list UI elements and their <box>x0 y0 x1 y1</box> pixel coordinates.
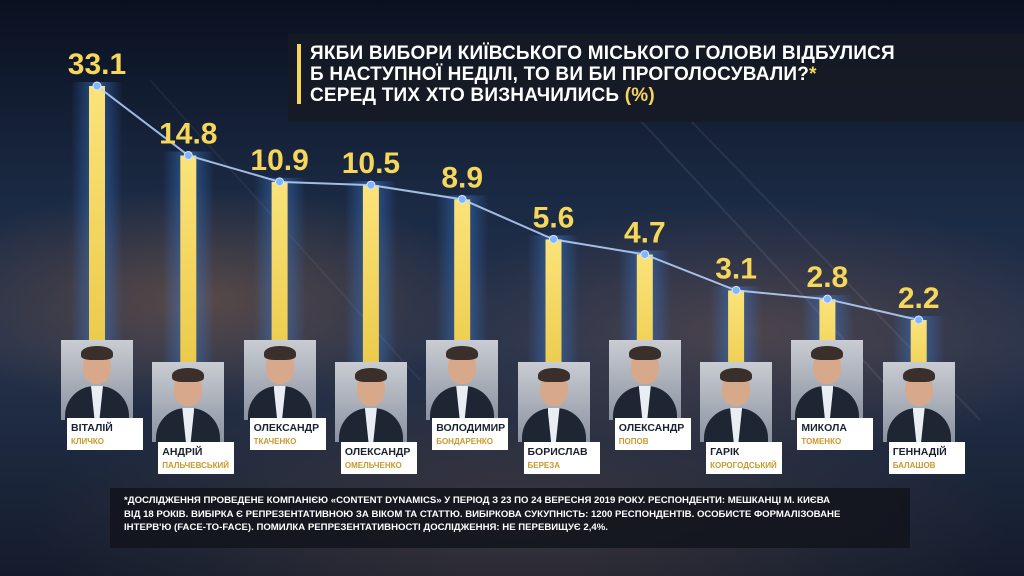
candidate-first-name: ОЛЕКСАНДР <box>253 422 320 434</box>
data-label: 2.2 <box>898 282 940 315</box>
data-point <box>183 150 193 160</box>
bar <box>180 155 197 410</box>
data-point <box>914 315 924 325</box>
data-point <box>457 194 467 204</box>
candidate-photo <box>426 340 499 420</box>
data-point <box>366 180 376 190</box>
footnote-line-3: ІНТЕРВ'Ю (FACE-TO-FACE). ПОМИЛКА РЕПРЕЗЕ… <box>124 522 608 533</box>
candidate-photo <box>700 362 773 442</box>
data-label: 5.6 <box>533 201 575 234</box>
data-label: 14.8 <box>159 117 217 150</box>
footnote-panel <box>110 488 910 548</box>
candidate-name-plate: ВОЛОДИМИР БОНДАРЕНКО <box>432 418 509 450</box>
candidate-name-plate: ГАРІК КОРОГОДСЬКИЙ <box>706 442 783 474</box>
candidate-photo <box>882 362 955 442</box>
candidate-first-name: ОЛЕКСАНДР <box>344 446 411 458</box>
title-line-3: СЕРЕД ТИХ ХТО ВИЗНАЧИЛИСЬ <box>310 85 620 106</box>
data-label: 2.8 <box>807 261 849 294</box>
data-label: 4.7 <box>624 216 666 249</box>
candidate-first-name: ВОЛОДИМИР <box>436 422 506 434</box>
title-accent-bar <box>297 44 301 104</box>
title-asterisk: * <box>809 64 817 85</box>
data-point <box>549 234 558 244</box>
candidate-name-plate: ОЛЕКСАНДР ТКАЧЕНКО <box>249 418 326 450</box>
data-label: 3.1 <box>715 252 757 285</box>
bar <box>362 185 379 410</box>
candidate-last-name: ПОПОВ <box>618 437 649 446</box>
candidate-photo <box>152 362 225 442</box>
trend-line <box>96 85 919 321</box>
data-point <box>822 294 832 304</box>
data-point <box>640 249 650 259</box>
data-label: 33.1 <box>68 48 126 81</box>
candidate-name-plate: ОЛЕКСАНДР ОМЕЛЬЧЕНКО <box>340 442 417 474</box>
candidate-name-plate: АНДРІЙ ПАЛЬЧЕВСЬКИЙ <box>158 442 235 474</box>
candidate-name-plate: БОРИСЛАВ БЕРЕЗА <box>523 442 600 474</box>
data-label: 8.9 <box>441 161 483 194</box>
candidate-first-name: ГАРІК <box>710 446 740 458</box>
candidate-last-name: КОРОГОДСЬКИЙ <box>710 461 777 470</box>
candidate-first-name: ОЛЕКСАНДР <box>618 422 685 434</box>
candidate-name-plate: МИКОЛА ТОМЕНКО <box>797 418 874 450</box>
candidate-first-name: ВІТАЛІЙ <box>71 422 113 434</box>
candidate-name-plate: ГЕННАДІЙ БАЛАШОВ <box>888 442 965 474</box>
data-point <box>731 285 741 295</box>
candidate-name-plate: ОЛЕКСАНДР ПОПОВ <box>614 418 691 450</box>
candidate-last-name: ТОМЕНКО <box>801 437 842 446</box>
bar <box>89 86 105 410</box>
candidate-last-name: КЛИЧКО <box>71 437 104 446</box>
data-label: 10.5 <box>342 147 400 180</box>
candidate-last-name: ОМЕЛЬЧЕНКО <box>344 461 402 470</box>
candidate-first-name: МИКОЛА <box>801 422 847 434</box>
title-unit: (%) <box>624 85 655 106</box>
candidate-photo <box>608 340 681 420</box>
footnote: *ДОСЛІДЖЕННЯ ПРОВЕДЕНЕ КОМПАНІЄЮ «CONTEN… <box>124 494 914 535</box>
title-line-2: Б НАСТУПНОЇ НЕДІЛІ, ТО ВИ БИ ПРОГОЛОСУВА… <box>310 64 810 85</box>
chart-title: ЯКБИ ВИБОРИ КИЇВСЬКОГО МІСЬКОГО ГОЛОВИ В… <box>310 43 1010 106</box>
candidate-last-name: ТКАЧЕНКО <box>253 437 297 446</box>
candidate-last-name: БОНДАРЕНКО <box>436 437 493 446</box>
title-line-1: ЯКБИ ВИБОРИ КИЇВСЬКОГО МІСЬКОГО ГОЛОВИ В… <box>310 43 895 64</box>
footnote-line-2: ВІД 18 РОКІВ. ВИБІРКА Є РЕПРЕЗЕНТАТИВНОЮ… <box>124 508 841 520</box>
candidate-photo <box>243 340 316 420</box>
candidate-photo <box>334 362 407 442</box>
candidate-last-name: БАЛАШОВ <box>892 461 936 470</box>
candidate-photo <box>61 340 133 420</box>
footnote-line-1: *ДОСЛІДЖЕННЯ ПРОВЕДЕНЕ КОМПАНІЄЮ «CONTEN… <box>124 495 831 506</box>
candidate-last-name: БЕРЕЗА <box>527 461 561 470</box>
candidate-last-name: ПАЛЬЧЕВСЬКИЙ <box>162 461 230 470</box>
candidate-first-name: АНДРІЙ <box>162 446 203 458</box>
candidate-first-name: ГЕННАДІЙ <box>892 446 947 458</box>
candidate-photo <box>791 340 864 420</box>
data-label: 10.9 <box>250 144 308 177</box>
candidate-photo <box>517 362 590 442</box>
data-point <box>275 177 285 187</box>
data-point <box>92 81 102 91</box>
candidate-first-name: БОРИСЛАВ <box>527 446 588 458</box>
candidate-name-plate: ВІТАЛІЙ КЛИЧКО <box>67 418 143 450</box>
title-panel <box>288 34 1024 122</box>
